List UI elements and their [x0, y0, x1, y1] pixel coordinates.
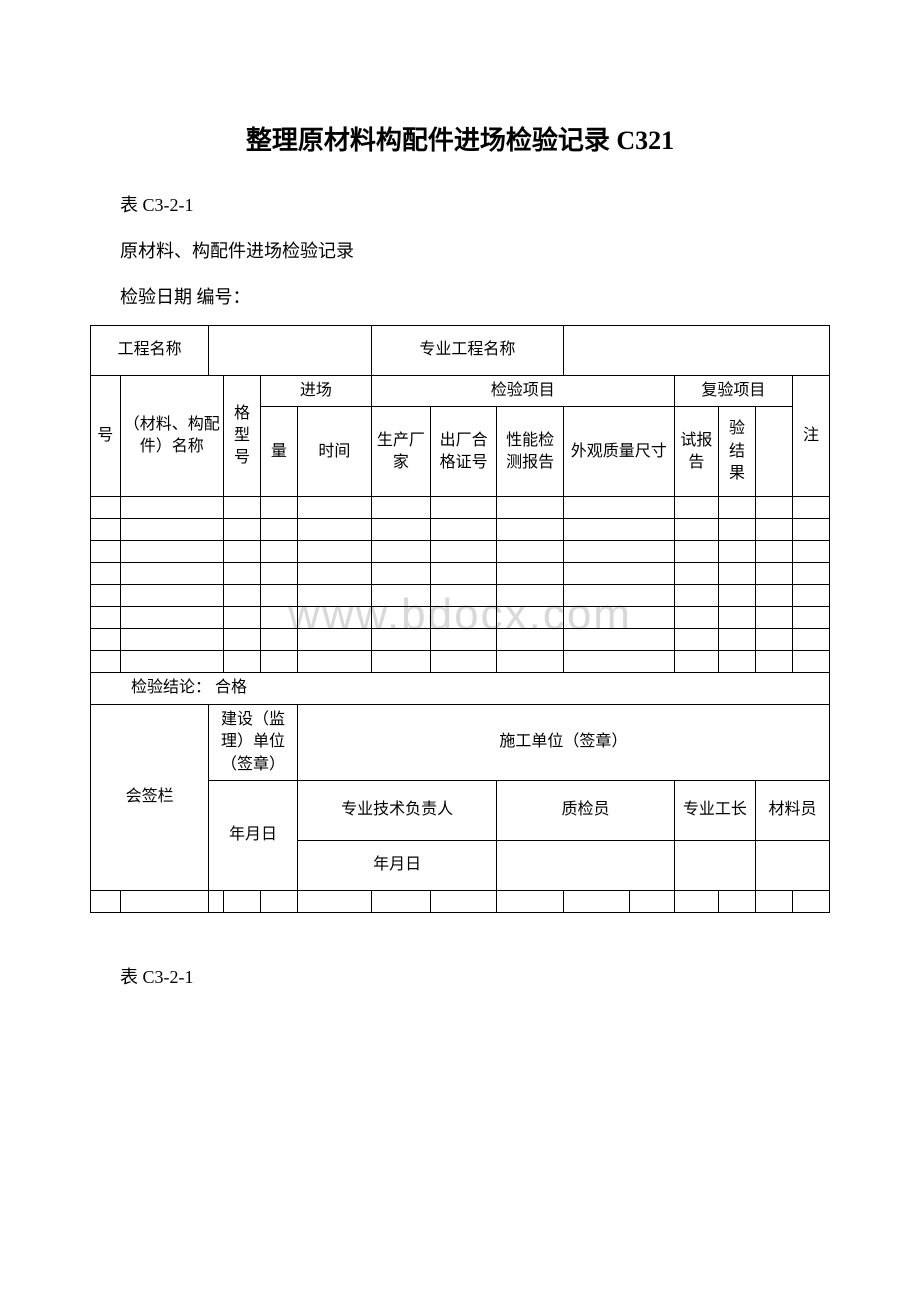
tech-lead-label: 专业技术负责人 — [297, 780, 497, 840]
signature-date2: 年月日 — [297, 840, 497, 890]
construction-supervision-label: 建设（监理）单位（签章） — [209, 704, 298, 780]
header-test-report: 试报告 — [674, 407, 718, 497]
table-row — [91, 497, 830, 519]
header-spec-model: 格型号 — [224, 376, 261, 497]
specialty-project-value — [563, 326, 829, 376]
table-bottom-row — [91, 890, 830, 912]
signature-date1: 年月日 — [209, 780, 298, 890]
header-appearance: 外观质量尺寸 — [563, 407, 674, 497]
table-row — [91, 541, 830, 563]
table-row — [91, 519, 830, 541]
table-row — [91, 563, 830, 585]
page-title: 整理原材料构配件进场检验记录 C321 — [90, 120, 830, 157]
inspection-record-table: 工程名称 专业工程名称 号 （材料、构配件）名称 格型号 进场 检验项目 复验项… — [90, 325, 830, 913]
table-row — [91, 629, 830, 651]
conclusion-row: 检验结论： 合格 — [91, 673, 830, 704]
header-entry: 进场 — [260, 376, 371, 407]
header-cert-no: 出厂合格证号 — [430, 407, 497, 497]
subtitle: 原材料、构配件进场检验记录 — [120, 233, 830, 269]
conclusion-label: 检验结论： — [131, 679, 211, 696]
date-line: 检验日期 编号： — [120, 279, 830, 315]
header-manufacturer: 生产厂家 — [371, 407, 430, 497]
footer-table-code: 表 C3-2-1 — [120, 963, 830, 989]
signature-cell — [497, 840, 674, 890]
header-note: 注 — [792, 376, 829, 497]
header-quantity: 量 — [260, 407, 297, 497]
header-material-name: （材料、构配件）名称 — [120, 376, 223, 497]
header-performance-report: 性能检测报告 — [497, 407, 564, 497]
table-row — [91, 607, 830, 629]
header-inspection-items: 检验项目 — [371, 376, 674, 407]
signature-column-label: 会签栏 — [91, 704, 209, 890]
header-time: 时间 — [297, 407, 371, 497]
header-reinspection: 复验项目 — [674, 376, 792, 407]
table-code: 表 C3-2-1 — [120, 187, 830, 223]
table-row — [91, 585, 830, 607]
header-test-result: 验结果 — [719, 407, 756, 497]
specialty-project-label: 专业工程名称 — [371, 326, 563, 376]
project-name-label: 工程名称 — [91, 326, 209, 376]
signature-cell — [674, 840, 755, 890]
project-name-value — [209, 326, 372, 376]
quality-inspector-label: 质检员 — [497, 780, 674, 840]
header-seq: 号 — [91, 376, 121, 497]
conclusion-value: 合格 — [215, 679, 247, 696]
foreman-label: 专业工长 — [674, 780, 755, 840]
signature-cell — [755, 840, 829, 890]
material-clerk-label: 材料员 — [755, 780, 829, 840]
construction-unit-label: 施工单位（签章） — [297, 704, 829, 780]
table-row — [91, 651, 830, 673]
